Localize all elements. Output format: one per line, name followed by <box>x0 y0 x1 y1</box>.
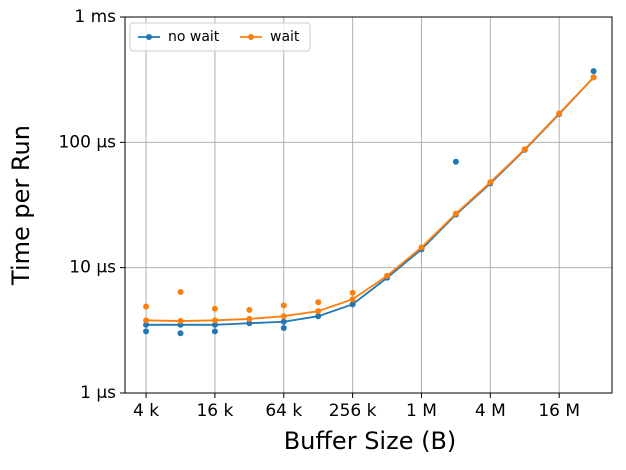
point <box>177 318 184 325</box>
sample-point <box>280 325 287 332</box>
sample-point <box>211 328 218 335</box>
legend-marker <box>146 34 152 40</box>
point <box>315 308 322 315</box>
x-tick-label: 16 M <box>538 401 580 421</box>
point <box>590 74 597 81</box>
point <box>280 318 287 325</box>
sample-point <box>246 306 253 313</box>
x-label: Buffer Size (B) <box>284 427 457 455</box>
point <box>211 321 218 328</box>
point <box>349 301 356 308</box>
point <box>246 320 253 327</box>
x-tick-label: 4 M <box>475 401 506 421</box>
point <box>246 315 253 322</box>
plot-frame <box>124 16 613 394</box>
point <box>280 313 287 320</box>
sample-point <box>211 305 218 312</box>
point <box>487 179 494 186</box>
point <box>211 317 218 324</box>
x-tick-label: 16 k <box>196 401 233 421</box>
point <box>556 110 563 117</box>
x-tick-label: 256 k <box>329 401 377 421</box>
sample-point <box>280 302 287 309</box>
y-tick-label: 100 µs <box>58 132 116 152</box>
sample-point <box>177 330 184 337</box>
legend-box <box>129 22 311 52</box>
point <box>452 210 459 217</box>
series-line <box>146 76 595 322</box>
point <box>521 146 528 153</box>
y-tick-label: 1 ms <box>74 7 116 27</box>
legend-label: wait <box>270 29 300 45</box>
point <box>315 313 322 320</box>
x-tick-label: 4 k <box>133 401 159 421</box>
sample-point <box>143 303 150 310</box>
point <box>384 272 391 279</box>
x-tick-label: 64 k <box>265 401 302 421</box>
y-tick-label: 1 µs <box>80 383 116 403</box>
point <box>143 321 150 328</box>
sample-point <box>452 158 459 165</box>
y-tick-label: 10 µs <box>69 258 116 278</box>
sample-point <box>177 288 184 295</box>
sample-point <box>143 328 150 335</box>
sample-point <box>315 299 322 306</box>
point <box>349 296 356 303</box>
y-label: Time per Run <box>7 125 35 286</box>
x-tick-label: 1 M <box>406 401 437 421</box>
legend-label: no wait <box>168 29 220 45</box>
legend-marker <box>248 34 254 40</box>
point <box>418 244 425 251</box>
sample-point <box>349 289 356 296</box>
sample-point <box>590 68 597 75</box>
point <box>143 317 150 324</box>
